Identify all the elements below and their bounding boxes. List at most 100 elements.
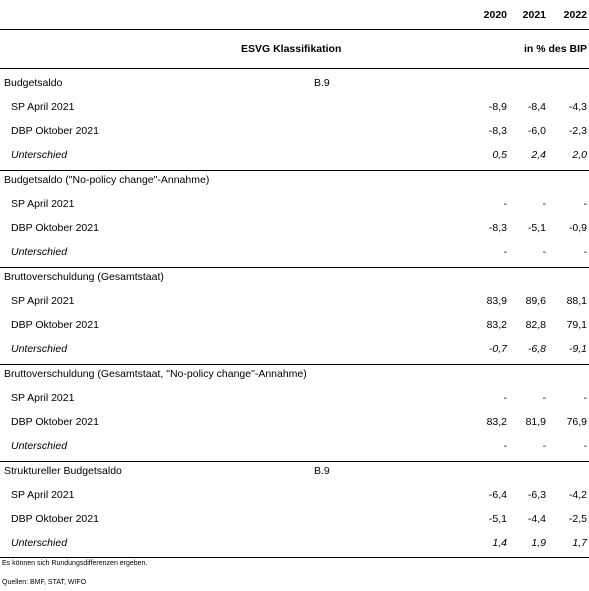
- section-title: Struktureller Budgetsaldo: [4, 465, 122, 477]
- row-label: DBP Oktober 2021: [11, 319, 99, 331]
- value-cell-2022: -: [583, 440, 588, 452]
- value-cell-2022: -0,9: [568, 222, 587, 234]
- section-divider: [0, 461, 589, 462]
- value-cell-2022: -4,3: [568, 101, 587, 113]
- table-row: Unterschied - - -: [0, 440, 589, 456]
- value-cell-2021: 2,4: [531, 149, 546, 161]
- header-rule-bottom: [0, 68, 589, 69]
- value-cell-2022: -4,2: [568, 489, 587, 501]
- row-label: Unterschied: [11, 343, 68, 355]
- section-title: Bruttoverschuldung (Gesamtstaat, "No-pol…: [4, 368, 307, 380]
- value-cell-2021: 1,9: [531, 537, 546, 549]
- row-label: Unterschied: [11, 246, 68, 258]
- value-cell-2020: -6,4: [488, 489, 507, 501]
- section-title-row: Budgetsaldo ("No-policy change"-Annahme): [0, 174, 589, 190]
- row-label: SP April 2021: [11, 295, 75, 307]
- value-cell-2021: -: [542, 246, 547, 258]
- value-cell-2021: -4,4: [527, 513, 546, 525]
- section-divider: [0, 267, 589, 268]
- value-cell-2022: 88,1: [566, 295, 587, 307]
- value-cell-2022: -2,5: [568, 513, 587, 525]
- row-label: SP April 2021: [11, 198, 75, 210]
- row-label: SP April 2021: [11, 489, 75, 501]
- value-cell-2021: 89,6: [525, 295, 546, 307]
- value-cell-2022: 76,9: [566, 416, 587, 428]
- table-row: Unterschied -0,7 -6,8 -9,1: [0, 343, 589, 359]
- value-cell-2021: -: [542, 198, 547, 210]
- value-cell-2020: -: [503, 246, 508, 258]
- section-title: Budgetsaldo: [4, 77, 63, 89]
- row-label: SP April 2021: [11, 101, 75, 113]
- footnote-rounding: Es können sich Rundungsdifferenzen ergeb…: [2, 560, 148, 567]
- table-row: DBP Oktober 2021 83,2 81,9 76,9: [0, 416, 589, 432]
- value-cell-2021: -6,0: [527, 125, 546, 137]
- value-cell-2021: -8,4: [527, 101, 546, 113]
- year-header-2020: 2020: [483, 9, 507, 21]
- value-cell-2021: -5,1: [527, 222, 546, 234]
- value-cell-2020: 83,2: [486, 416, 507, 428]
- value-cell-2020: -8,9: [488, 101, 507, 113]
- section-title-row: Bruttoverschuldung (Gesamtstaat, "No-pol…: [0, 368, 589, 384]
- table-row: SP April 2021 83,9 89,6 88,1: [0, 295, 589, 311]
- row-label: Unterschied: [11, 149, 68, 161]
- row-label: Unterschied: [11, 440, 68, 452]
- value-cell-2021: -6,3: [527, 489, 546, 501]
- value-cell-2020: -: [503, 392, 508, 404]
- value-cell-2020: 83,9: [486, 295, 507, 307]
- value-cell-2020: 83,2: [486, 319, 507, 331]
- year-header-2021: 2021: [522, 9, 546, 21]
- row-label: DBP Oktober 2021: [11, 513, 99, 525]
- row-label: Unterschied: [11, 537, 68, 549]
- section-divider: [0, 364, 589, 365]
- table-row: SP April 2021 -8,9 -8,4 -4,3: [0, 101, 589, 117]
- esvg-code: B.9: [314, 465, 330, 477]
- table-row: Unterschied 1,4 1,9 1,7: [0, 537, 589, 553]
- row-label: SP April 2021: [11, 392, 75, 404]
- value-cell-2020: -5,1: [488, 513, 507, 525]
- section-title-row: Budgetsaldo B.9: [0, 77, 589, 93]
- value-cell-2022: 79,1: [566, 319, 587, 331]
- value-cell-2020: -: [503, 440, 508, 452]
- esvg-header: ESVG Klassifikation: [241, 43, 342, 55]
- header-rule-top: [0, 29, 589, 30]
- value-cell-2020: -8,3: [488, 222, 507, 234]
- value-cell-2021: -: [542, 392, 547, 404]
- value-cell-2022: -: [583, 198, 588, 210]
- value-cell-2022: -9,1: [568, 343, 587, 355]
- table-row: SP April 2021 -6,4 -6,3 -4,2: [0, 489, 589, 505]
- value-cell-2022: -2,3: [568, 125, 587, 137]
- value-cell-2021: 81,9: [525, 416, 546, 428]
- section-title: Budgetsaldo ("No-policy change"-Annahme): [4, 174, 210, 186]
- section-divider: [0, 170, 589, 171]
- section-divider: [0, 557, 589, 558]
- esvg-code: B.9: [314, 77, 330, 89]
- table-row: DBP Oktober 2021 -8,3 -5,1 -0,9: [0, 222, 589, 238]
- row-label: DBP Oktober 2021: [11, 125, 99, 137]
- value-cell-2022: 1,7: [572, 537, 587, 549]
- row-label: DBP Oktober 2021: [11, 416, 99, 428]
- table-row: SP April 2021 - - -: [0, 198, 589, 214]
- footnote-sources: Quellen: BMF, STAT, WIFO: [2, 579, 87, 586]
- section-title-row: Bruttoverschuldung (Gesamtstaat): [0, 271, 589, 287]
- table-row: Unterschied - - -: [0, 246, 589, 262]
- table-row: Unterschied 0,5 2,4 2,0: [0, 149, 589, 165]
- section-title-row: Struktureller Budgetsaldo B.9: [0, 465, 589, 481]
- value-cell-2020: 0,5: [492, 149, 507, 161]
- value-cell-2022: -: [583, 246, 588, 258]
- table-row: SP April 2021 - - -: [0, 392, 589, 408]
- value-cell-2022: 2,0: [572, 149, 587, 161]
- value-cell-2020: -: [503, 198, 508, 210]
- unit-header: in % des BIP: [523, 43, 587, 55]
- value-cell-2020: -8,3: [488, 125, 507, 137]
- row-label: DBP Oktober 2021: [11, 222, 99, 234]
- value-cell-2020: -0,7: [488, 343, 507, 355]
- value-cell-2021: -6,8: [527, 343, 546, 355]
- year-header-2022: 2022: [563, 9, 587, 21]
- table-row: DBP Oktober 2021 -8,3 -6,0 -2,3: [0, 125, 589, 141]
- section-title: Bruttoverschuldung (Gesamtstaat): [4, 271, 164, 283]
- table-row: DBP Oktober 2021 -5,1 -4,4 -2,5: [0, 513, 589, 529]
- value-cell-2021: -: [542, 440, 547, 452]
- value-cell-2021: 82,8: [525, 319, 546, 331]
- value-cell-2022: -: [583, 392, 588, 404]
- value-cell-2020: 1,4: [492, 537, 507, 549]
